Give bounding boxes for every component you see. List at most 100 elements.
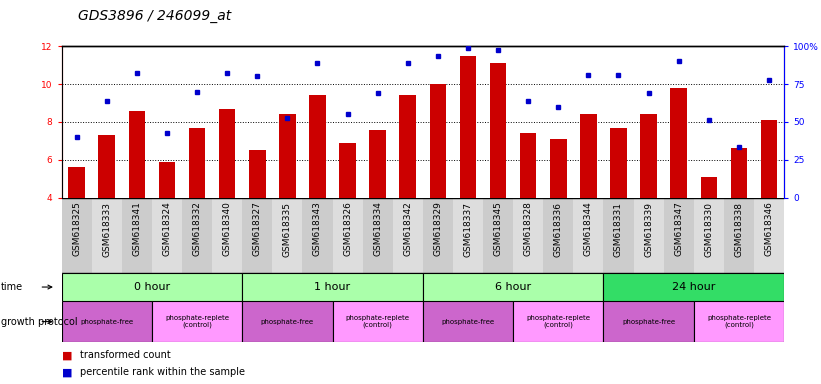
Text: 6 hour: 6 hour bbox=[495, 282, 531, 292]
Text: transformed count: transformed count bbox=[80, 350, 171, 360]
Text: GSM618342: GSM618342 bbox=[403, 202, 412, 256]
Text: GSM618336: GSM618336 bbox=[554, 202, 562, 257]
Bar bbox=[513, 301, 603, 342]
Text: phosphate-replete
(control): phosphate-replete (control) bbox=[165, 315, 229, 328]
Bar bbox=[423, 198, 453, 273]
Bar bbox=[62, 273, 242, 301]
Text: 0 hour: 0 hour bbox=[134, 282, 170, 292]
Text: GSM618327: GSM618327 bbox=[253, 202, 262, 257]
Bar bbox=[423, 301, 513, 342]
Text: GDS3896 / 246099_at: GDS3896 / 246099_at bbox=[78, 9, 232, 23]
Text: percentile rank within the sample: percentile rank within the sample bbox=[80, 367, 245, 377]
Text: 1 hour: 1 hour bbox=[314, 282, 351, 292]
Bar bbox=[302, 198, 333, 273]
Bar bbox=[122, 198, 152, 273]
Text: GSM618339: GSM618339 bbox=[644, 202, 653, 257]
Bar bbox=[520, 133, 536, 198]
Text: GSM618332: GSM618332 bbox=[193, 202, 201, 257]
Bar bbox=[310, 95, 326, 198]
Bar bbox=[400, 95, 416, 198]
Bar bbox=[640, 114, 657, 198]
Text: GSM618345: GSM618345 bbox=[493, 202, 502, 257]
Bar bbox=[182, 198, 212, 273]
Bar bbox=[761, 120, 777, 198]
Bar bbox=[694, 198, 724, 273]
Text: phosphate-free: phosphate-free bbox=[442, 319, 494, 324]
Bar bbox=[544, 198, 573, 273]
Bar bbox=[453, 198, 483, 273]
Bar bbox=[663, 198, 694, 273]
Bar bbox=[242, 273, 423, 301]
Bar bbox=[212, 198, 242, 273]
Text: GSM618338: GSM618338 bbox=[735, 202, 743, 257]
Bar bbox=[392, 198, 423, 273]
Bar bbox=[603, 301, 694, 342]
Bar bbox=[429, 84, 446, 198]
Text: growth protocol: growth protocol bbox=[1, 316, 77, 327]
Text: GSM618331: GSM618331 bbox=[614, 202, 623, 257]
Text: GSM618347: GSM618347 bbox=[674, 202, 683, 257]
Bar bbox=[369, 129, 386, 198]
Bar bbox=[92, 198, 122, 273]
Text: GSM618344: GSM618344 bbox=[584, 202, 593, 256]
Bar bbox=[62, 301, 152, 342]
Bar bbox=[242, 198, 273, 273]
Text: GSM618333: GSM618333 bbox=[103, 202, 111, 257]
Bar bbox=[242, 301, 333, 342]
Bar bbox=[550, 139, 566, 198]
Text: phosphate-replete
(control): phosphate-replete (control) bbox=[526, 315, 590, 328]
Text: GSM618326: GSM618326 bbox=[343, 202, 352, 257]
Text: phosphate-free: phosphate-free bbox=[80, 319, 133, 324]
Bar bbox=[634, 198, 663, 273]
Text: GSM618324: GSM618324 bbox=[163, 202, 172, 256]
Bar bbox=[279, 114, 296, 198]
Text: time: time bbox=[1, 282, 23, 292]
Text: ■: ■ bbox=[62, 350, 76, 360]
Text: GSM618334: GSM618334 bbox=[374, 202, 382, 257]
Bar bbox=[99, 135, 115, 198]
Bar bbox=[249, 151, 265, 198]
Bar bbox=[603, 273, 784, 301]
Text: GSM618335: GSM618335 bbox=[283, 202, 291, 257]
Bar bbox=[333, 301, 423, 342]
Bar bbox=[694, 301, 784, 342]
Bar bbox=[363, 198, 392, 273]
Bar bbox=[731, 149, 747, 198]
Text: phosphate-free: phosphate-free bbox=[622, 319, 675, 324]
Bar bbox=[490, 63, 507, 198]
Bar bbox=[573, 198, 603, 273]
Text: GSM618346: GSM618346 bbox=[764, 202, 773, 257]
Text: GSM618328: GSM618328 bbox=[524, 202, 533, 257]
Bar bbox=[152, 301, 242, 342]
Bar bbox=[219, 109, 236, 198]
Bar bbox=[339, 143, 355, 198]
Bar bbox=[68, 167, 85, 198]
Bar bbox=[513, 198, 544, 273]
Text: GSM618340: GSM618340 bbox=[222, 202, 232, 257]
Bar bbox=[671, 88, 687, 198]
Bar bbox=[724, 198, 754, 273]
Bar bbox=[580, 114, 597, 198]
Text: GSM618329: GSM618329 bbox=[433, 202, 443, 257]
Bar bbox=[610, 127, 626, 198]
Bar bbox=[460, 56, 476, 198]
Bar bbox=[700, 177, 717, 198]
Bar bbox=[273, 198, 302, 273]
Text: GSM618341: GSM618341 bbox=[132, 202, 141, 257]
Text: GSM618337: GSM618337 bbox=[464, 202, 472, 257]
Bar bbox=[333, 198, 363, 273]
Text: GSM618330: GSM618330 bbox=[704, 202, 713, 257]
Text: ■: ■ bbox=[62, 367, 76, 377]
Bar bbox=[423, 273, 603, 301]
Text: phosphate-replete
(control): phosphate-replete (control) bbox=[707, 315, 771, 328]
Text: GSM618343: GSM618343 bbox=[313, 202, 322, 257]
Bar bbox=[62, 198, 92, 273]
Bar bbox=[603, 198, 634, 273]
Bar bbox=[754, 198, 784, 273]
Bar bbox=[158, 162, 175, 198]
Text: phosphate-free: phosphate-free bbox=[261, 319, 314, 324]
Text: phosphate-replete
(control): phosphate-replete (control) bbox=[346, 315, 410, 328]
Bar bbox=[483, 198, 513, 273]
Bar bbox=[129, 111, 145, 198]
Text: GSM618325: GSM618325 bbox=[72, 202, 81, 257]
